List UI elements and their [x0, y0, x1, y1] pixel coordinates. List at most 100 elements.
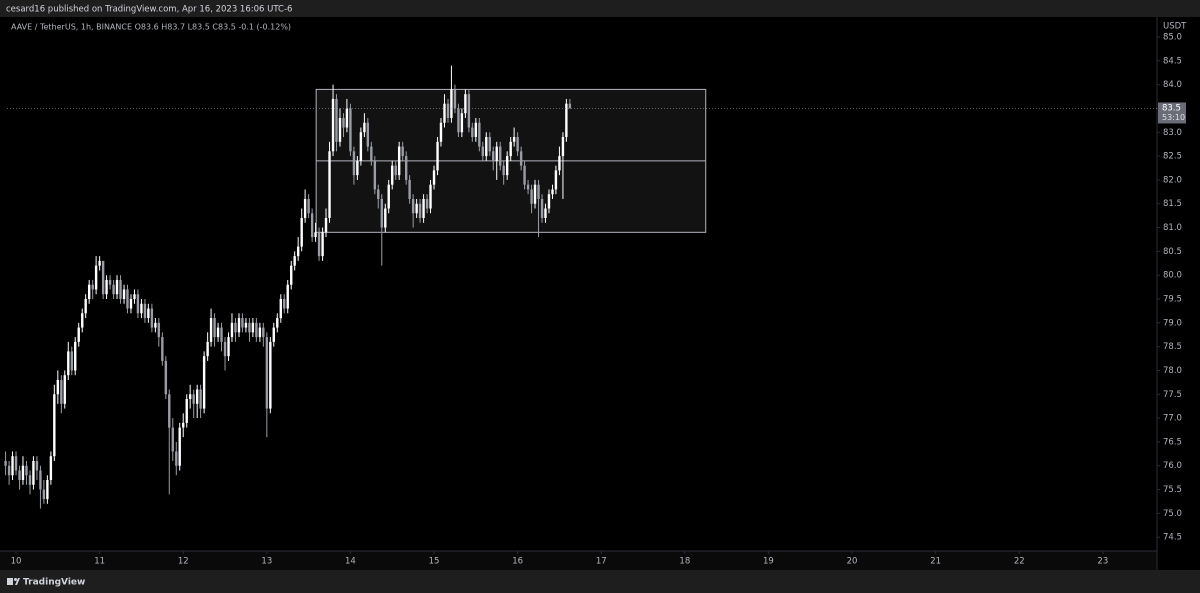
candle-body [122, 289, 126, 300]
y-tick-label: 78.5 [1163, 342, 1182, 352]
x-tick-label: 16 [512, 557, 523, 567]
candle-body [164, 360, 168, 395]
candle-body [7, 465, 11, 476]
candle-body [4, 460, 7, 466]
candle-body [561, 137, 565, 157]
candle-body [391, 165, 394, 185]
x-tick-label: 15 [429, 557, 440, 567]
candle-body [551, 189, 554, 195]
candle-body [418, 203, 422, 219]
candle-body [154, 322, 157, 328]
candle-body [471, 127, 474, 138]
candle-body [157, 322, 161, 338]
candle-body [485, 137, 488, 157]
candle-body [425, 198, 429, 209]
candle-body [42, 489, 46, 500]
candle-body [537, 184, 540, 199]
candle-body [255, 322, 258, 338]
candle-body [241, 318, 244, 328]
candle-body [352, 151, 356, 176]
tradingview-logo [7, 578, 20, 585]
candle-body [105, 279, 108, 295]
candle-body [547, 194, 551, 209]
candle-body [303, 198, 307, 219]
candle-body [115, 279, 119, 295]
candle-body [526, 184, 530, 190]
candle-body [199, 389, 202, 409]
candle-body [182, 422, 185, 428]
candle-body [519, 151, 523, 166]
candle-body [11, 456, 14, 476]
candle-body [98, 260, 101, 266]
candle-body [290, 265, 293, 285]
x-tick-label: 10 [11, 557, 22, 567]
candle-body [171, 427, 174, 452]
candle-body [296, 246, 300, 257]
y-tick-label: 82.5 [1163, 152, 1182, 162]
candle-body [262, 327, 265, 338]
candle-body [384, 208, 387, 228]
candle-body [307, 198, 310, 214]
y-tick-label: 74.5 [1163, 533, 1182, 543]
candle-body [14, 456, 18, 471]
candle-body [345, 108, 349, 128]
candle-body [432, 170, 436, 185]
candle-body [136, 294, 140, 314]
candle-body [342, 117, 345, 128]
candle-body [192, 394, 195, 404]
candle-body [25, 465, 28, 476]
candle-body [28, 475, 32, 485]
candle-body [544, 208, 547, 219]
candle-body [377, 189, 380, 199]
candle-body [408, 179, 411, 199]
candle-body [248, 322, 251, 333]
candle-body [81, 313, 84, 328]
candle-body [401, 146, 404, 157]
y-tick-label: 79.5 [1163, 295, 1182, 305]
candle-body [464, 94, 467, 114]
candle-body [178, 427, 181, 466]
candle-body [129, 299, 133, 309]
bar-countdown: 53:10 [1162, 113, 1185, 122]
x-tick-label: 13 [261, 557, 272, 567]
candle-body [310, 213, 314, 238]
candle-body [443, 103, 446, 123]
candle-body [140, 303, 143, 314]
candle-body [338, 117, 342, 142]
y-tick-label: 82.0 [1163, 175, 1182, 185]
candle-body [53, 394, 56, 457]
candle-body [540, 198, 544, 219]
candle-body [436, 141, 439, 171]
candle-body [251, 322, 255, 333]
candle-body [70, 351, 73, 371]
candle-body [481, 146, 484, 157]
candle-body [411, 198, 415, 214]
x-tick-label: 22 [1014, 557, 1025, 567]
y-tick-label: 83.0 [1163, 128, 1182, 138]
time-axis [0, 551, 1157, 570]
candle-body [467, 94, 471, 128]
candle-body [321, 232, 324, 257]
y-tick-label: 84.5 [1163, 56, 1182, 66]
candle-body [46, 480, 49, 500]
candle-body [349, 108, 352, 152]
candle-body [283, 299, 286, 309]
candle-body [516, 137, 519, 152]
candle-body [91, 284, 94, 290]
candle-body [60, 379, 63, 404]
candle-body [108, 279, 112, 285]
currency-label: USDT [1163, 22, 1187, 32]
candle-body [512, 137, 516, 142]
x-tick-label: 19 [763, 557, 774, 567]
candle-body [300, 218, 303, 247]
candle-body [74, 341, 77, 371]
candle-body [317, 232, 321, 257]
y-tick-label: 78.0 [1163, 366, 1182, 376]
candle-body [126, 289, 129, 309]
candle-body [234, 322, 237, 333]
candle-body [422, 198, 425, 219]
x-tick-label: 21 [930, 557, 941, 567]
candle-body [56, 379, 60, 395]
candle-body [220, 327, 223, 342]
